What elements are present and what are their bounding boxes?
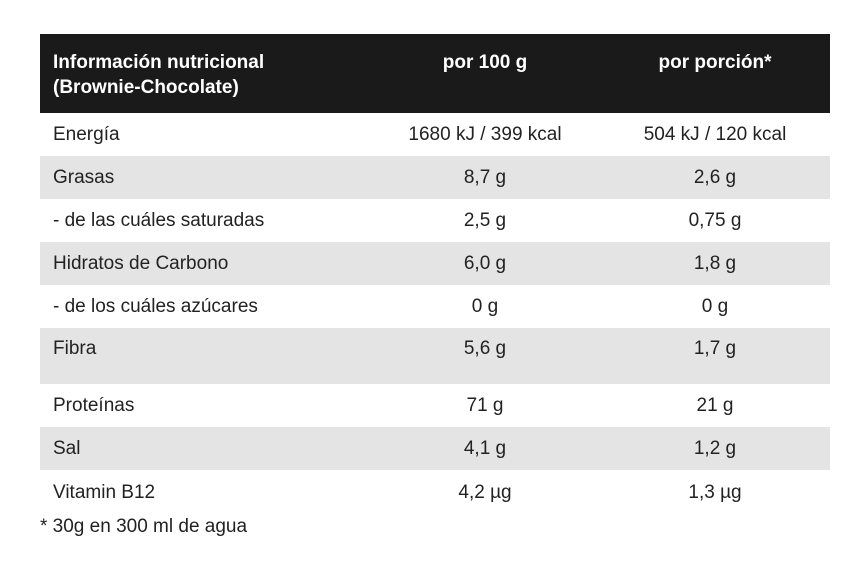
nutrient-name: Sal (53, 437, 81, 459)
table-row: Grasas 8,7 g 2,6 g (40, 156, 830, 199)
value-per-100g: 5,6 g (463, 338, 507, 359)
nutrient-name: Fibra (53, 338, 97, 359)
nutrient-name: - de los cuáles azúcares (53, 295, 258, 317)
header-per-serving: por porción* (658, 52, 772, 73)
nutrient-name: Hidratos de Carbono (53, 252, 229, 274)
table-row: Energía 1680 kJ / 399 kcal 504 kJ / 120 … (40, 113, 830, 156)
table-row: Fibra 5,6 g 1,7 g (40, 328, 830, 384)
nutrient-name: Proteínas (53, 394, 135, 416)
nutrition-table: Información nutricional (Brownie-Chocola… (40, 34, 830, 510)
value-per-100g: 1680 kJ / 399 kcal (408, 123, 562, 145)
nutrient-name: - de las cuáles saturadas (53, 209, 265, 231)
table-row: Sal 4,1 g 1,2 g (40, 427, 830, 470)
value-per-serving: 1,2 g (693, 437, 737, 459)
value-per-serving: 0,75 g (688, 209, 742, 231)
value-per-serving: 1,3 µg (688, 482, 742, 503)
value-per-100g: 8,7 g (463, 166, 507, 188)
table-row: Proteínas 71 g 21 g (40, 384, 830, 427)
table-row: Hidratos de Carbono 6,0 g 1,8 g (40, 242, 830, 285)
value-per-100g: 4,1 g (463, 437, 507, 459)
table-row: - de los cuáles azúcares 0 g 0 g (40, 285, 830, 328)
footnote: * 30g en 300 ml de agua (40, 516, 248, 537)
header-nutrition-info: Información nutricional (Brownie-Chocola… (40, 34, 370, 113)
value-per-serving: 2,6 g (693, 166, 737, 188)
header-per-100g: por 100 g (442, 52, 528, 73)
value-per-100g: 6,0 g (463, 252, 507, 274)
value-per-100g: 4,2 µg (458, 482, 512, 503)
nutrient-name: Energía (53, 123, 120, 145)
value-per-100g: 71 g (466, 394, 504, 416)
value-per-serving: 21 g (696, 394, 734, 416)
value-per-100g: 2,5 g (463, 209, 507, 231)
header-title: Información nutricional (53, 52, 265, 73)
value-per-100g: 0 g (471, 295, 499, 317)
header-product: (Brownie-Chocolate) (53, 77, 239, 98)
value-per-serving: 1,7 g (693, 338, 737, 359)
nutrient-name: Vitamin B12 (53, 482, 156, 503)
value-per-serving: 1,8 g (693, 252, 737, 274)
table-row: Vitamin B12 4,2 µg 1,3 µg (40, 470, 830, 510)
table-row: - de las cuáles saturadas 2,5 g 0,75 g (40, 199, 830, 242)
value-per-serving: 0 g (701, 295, 729, 317)
value-per-serving: 504 kJ / 120 kcal (643, 123, 787, 145)
nutrient-name: Grasas (53, 166, 115, 188)
table-header: Información nutricional (Brownie-Chocola… (40, 34, 830, 113)
